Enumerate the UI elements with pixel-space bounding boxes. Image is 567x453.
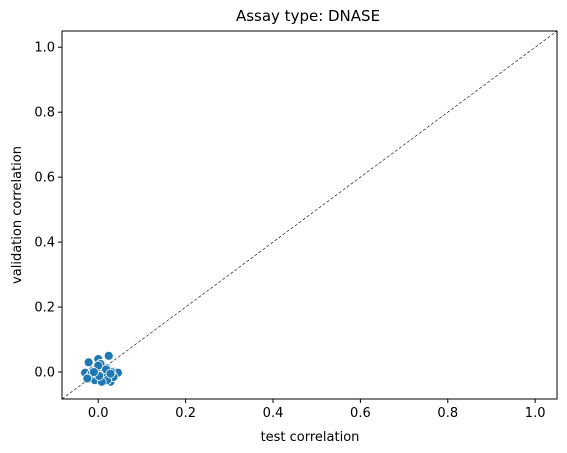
x-tick-label: 0.4 bbox=[263, 406, 284, 421]
x-tick-label: 1.0 bbox=[525, 406, 546, 421]
data-point bbox=[84, 358, 93, 367]
x-axis-label: test correlation bbox=[261, 430, 360, 445]
y-tick-label: 0.4 bbox=[34, 236, 55, 251]
y-tick-label: 0.6 bbox=[34, 171, 55, 186]
data-point bbox=[106, 369, 115, 378]
x-tick-label: 0.0 bbox=[88, 406, 109, 421]
y-tick-label: 0.8 bbox=[34, 106, 55, 121]
y-axis-label: validation correlation bbox=[10, 146, 25, 284]
y-tick-label: 0.0 bbox=[34, 366, 55, 381]
y-tick-label: 1.0 bbox=[34, 41, 55, 56]
y-tick-label: 0.2 bbox=[34, 301, 55, 316]
x-tick-label: 0.2 bbox=[175, 406, 196, 421]
x-tick-label: 0.6 bbox=[350, 406, 371, 421]
reference-diagonal-line bbox=[62, 31, 557, 399]
x-tick-label: 0.8 bbox=[437, 406, 458, 421]
chart-title: Assay type: DNASE bbox=[236, 7, 380, 25]
data-point bbox=[104, 351, 113, 360]
data-point bbox=[89, 368, 98, 377]
